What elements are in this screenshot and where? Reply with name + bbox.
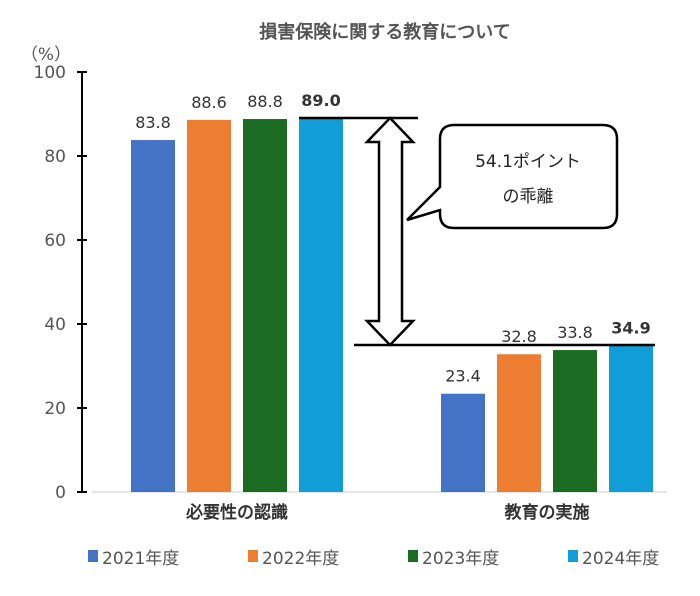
legend: 2021年度 2022年度 2023年度 2024年度 (88, 549, 659, 569)
y-tick-label: 20 (44, 399, 66, 419)
callout-line1: 54.1ポイント (475, 152, 581, 172)
bar (609, 345, 653, 492)
data-label: 23.4 (445, 367, 481, 386)
data-label: 83.8 (135, 113, 171, 132)
y-tick-label: 0 (55, 483, 66, 503)
legend-item: 2024年度 (568, 549, 659, 569)
y-tick-label: 40 (44, 315, 66, 335)
category-label: 必要性の認識 (185, 502, 288, 523)
bar (187, 119, 231, 492)
legend-swatch (408, 550, 418, 562)
data-label: 89.0 (301, 91, 340, 110)
double-arrow-icon (364, 116, 416, 347)
bar (131, 140, 175, 493)
legend-swatch (248, 550, 258, 562)
y-axis: 0 20 40 60 80 100 (34, 63, 87, 503)
chart-title: 損害保険に関する教育について (259, 21, 510, 43)
legend-item: 2021年度 (88, 549, 179, 569)
bar (441, 393, 485, 492)
y-tick-label: 100 (34, 63, 66, 83)
y-tick-label: 60 (44, 231, 66, 251)
bars: 83.8 88.6 88.8 89.0 23.4 32.8 33.8 34.9 (131, 91, 653, 493)
bar (553, 350, 597, 492)
data-label: 32.8 (501, 327, 537, 346)
legend-label: 2021年度 (102, 549, 179, 569)
callout-bubble (406, 123, 619, 230)
legend-label: 2023年度 (422, 549, 499, 569)
category-label: 教育の実施 (504, 502, 590, 523)
legend-label: 2022年度 (262, 549, 339, 569)
legend-swatch (568, 550, 578, 562)
legend-item: 2023年度 (408, 549, 499, 569)
legend-swatch (88, 550, 98, 562)
category-labels: 必要性の認識 教育の実施 (185, 502, 590, 523)
bar (299, 118, 343, 492)
data-label: 33.8 (557, 323, 593, 342)
data-label: 34.9 (611, 318, 650, 337)
bar (243, 119, 287, 492)
bar (497, 354, 541, 492)
gap-annotation: 54.1ポイント の乖離 (299, 116, 655, 347)
data-label: 88.8 (247, 92, 283, 111)
legend-item: 2022年度 (248, 549, 339, 569)
y-tick-label: 80 (44, 147, 66, 167)
y-axis-unit: （%） (21, 45, 71, 65)
legend-label: 2024年度 (582, 549, 659, 569)
callout-line2: の乖離 (503, 187, 554, 207)
data-label: 88.6 (191, 93, 227, 112)
